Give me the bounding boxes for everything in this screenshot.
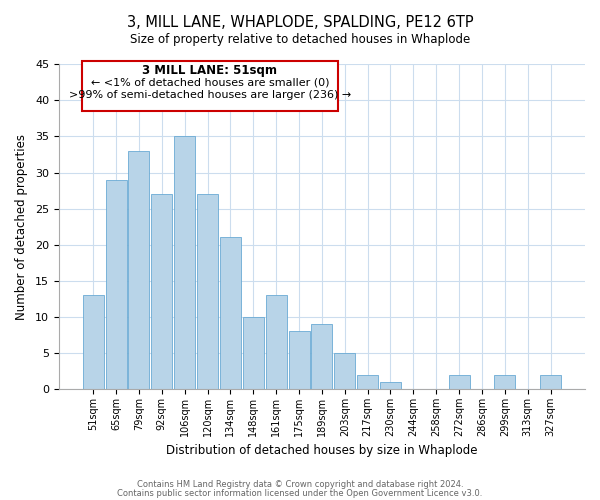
Bar xyxy=(83,295,104,389)
Bar xyxy=(151,194,172,389)
Bar xyxy=(220,238,241,389)
Bar xyxy=(243,317,264,389)
X-axis label: Distribution of detached houses by size in Whaplode: Distribution of detached houses by size … xyxy=(166,444,478,458)
Bar xyxy=(494,374,515,389)
Bar xyxy=(289,332,310,389)
Bar xyxy=(128,151,149,389)
Text: 3, MILL LANE, WHAPLODE, SPALDING, PE12 6TP: 3, MILL LANE, WHAPLODE, SPALDING, PE12 6… xyxy=(127,15,473,30)
Text: ← <1% of detached houses are smaller (0): ← <1% of detached houses are smaller (0) xyxy=(91,78,329,88)
Text: Contains public sector information licensed under the Open Government Licence v3: Contains public sector information licen… xyxy=(118,488,482,498)
Bar xyxy=(449,374,470,389)
Bar xyxy=(357,374,378,389)
Bar xyxy=(311,324,332,389)
Bar xyxy=(334,353,355,389)
Bar xyxy=(197,194,218,389)
Bar xyxy=(380,382,401,389)
Text: Size of property relative to detached houses in Whaplode: Size of property relative to detached ho… xyxy=(130,32,470,46)
FancyBboxPatch shape xyxy=(82,60,338,111)
Bar xyxy=(174,136,195,389)
Text: Contains HM Land Registry data © Crown copyright and database right 2024.: Contains HM Land Registry data © Crown c… xyxy=(137,480,463,489)
Y-axis label: Number of detached properties: Number of detached properties xyxy=(15,134,28,320)
Text: >99% of semi-detached houses are larger (236) →: >99% of semi-detached houses are larger … xyxy=(69,90,351,100)
Bar xyxy=(540,374,561,389)
Bar xyxy=(106,180,127,389)
Bar xyxy=(266,295,287,389)
Text: 3 MILL LANE: 51sqm: 3 MILL LANE: 51sqm xyxy=(142,64,277,78)
